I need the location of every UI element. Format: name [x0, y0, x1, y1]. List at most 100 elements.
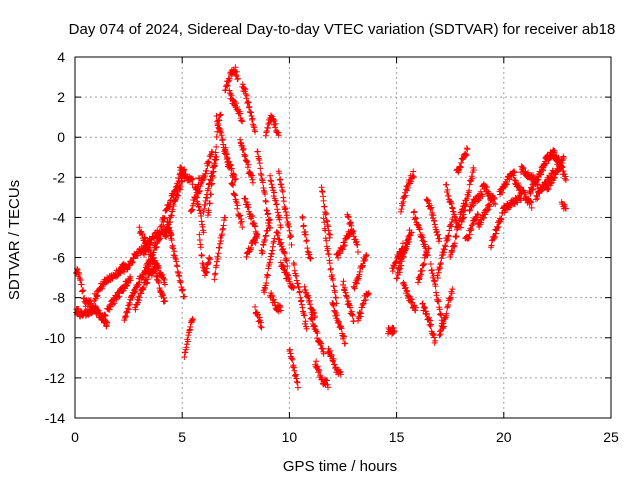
data-point [311, 310, 318, 317]
data-point [204, 162, 211, 169]
data-point [309, 316, 316, 323]
data-point [365, 290, 372, 297]
data-point [438, 327, 445, 334]
data-point [234, 75, 241, 82]
data-point [349, 311, 356, 318]
data-point [175, 272, 182, 279]
data-point [273, 201, 280, 208]
data-point [126, 301, 133, 308]
data-point [271, 235, 278, 242]
data-point [429, 270, 436, 277]
data-point [126, 299, 133, 306]
data-point [161, 298, 168, 305]
data-point [249, 176, 256, 183]
data-point [262, 198, 269, 205]
data-point [457, 163, 464, 170]
data-point [341, 333, 348, 340]
data-point [209, 175, 216, 182]
data-point [327, 231, 334, 238]
data-point [474, 211, 481, 218]
data-point [232, 175, 239, 182]
data-point [213, 143, 220, 150]
data-point [282, 205, 289, 212]
data-point [287, 350, 294, 357]
data-point [447, 294, 454, 301]
data-point [525, 169, 532, 176]
data-point [252, 239, 259, 246]
data-point [170, 245, 177, 252]
data-point [189, 181, 196, 188]
data-point [143, 280, 150, 287]
data-point [171, 248, 178, 255]
data-point [517, 197, 524, 204]
data-point [162, 281, 169, 288]
y-axis-label: SDTVAR / TECUs [6, 180, 23, 300]
data-point [214, 256, 221, 263]
data-point [511, 176, 518, 183]
data-point [184, 338, 191, 345]
data-point [158, 223, 165, 230]
data-point [392, 259, 399, 266]
data-point [322, 209, 329, 216]
data-point [231, 176, 238, 183]
data-point [301, 312, 308, 319]
data-point [204, 194, 211, 201]
data-point [434, 274, 441, 281]
data-point [167, 232, 174, 239]
data-point [182, 349, 189, 356]
data-point [400, 253, 407, 260]
data-point [427, 317, 434, 324]
data-point [167, 229, 174, 236]
data-point [210, 168, 217, 175]
data-point [318, 184, 325, 191]
data-point [131, 289, 138, 296]
axis-ticks [74, 56, 612, 419]
data-point [271, 299, 278, 306]
data-point [156, 236, 163, 243]
data-point [285, 223, 292, 230]
data-point [277, 240, 284, 247]
data-point [303, 325, 310, 332]
data-point [347, 304, 354, 311]
data-point [431, 221, 438, 228]
data-point [132, 288, 139, 295]
data-point [229, 181, 236, 188]
data-point [192, 184, 199, 191]
data-point [213, 258, 220, 265]
data-point [428, 266, 435, 273]
data-point [104, 321, 111, 328]
x-tick-label: 15 [389, 429, 405, 445]
data-point [300, 223, 307, 230]
data-point [246, 103, 253, 110]
data-point [397, 208, 404, 215]
data-point [469, 175, 476, 182]
data-point [271, 189, 278, 196]
data-point [179, 167, 186, 174]
data-point [342, 289, 349, 296]
data-point [421, 303, 428, 310]
data-point [260, 241, 267, 248]
data-point [286, 227, 293, 234]
data-point [356, 271, 363, 278]
data-point [263, 128, 270, 135]
data-point [401, 249, 408, 256]
data-point [458, 218, 465, 225]
data-point [92, 303, 99, 310]
data-point [217, 238, 224, 245]
data-point [400, 198, 407, 205]
data-point [274, 209, 281, 216]
data-point [555, 159, 562, 166]
data-point [297, 294, 304, 301]
data-point [122, 313, 129, 320]
data-point [326, 260, 333, 267]
data-point [136, 279, 143, 286]
data-point [136, 297, 143, 304]
data-point [172, 254, 179, 261]
data-point [106, 306, 113, 313]
data-point [298, 301, 305, 308]
data-point [247, 171, 254, 178]
data-point [559, 164, 566, 171]
data-point [410, 173, 417, 180]
data-point [102, 317, 109, 324]
